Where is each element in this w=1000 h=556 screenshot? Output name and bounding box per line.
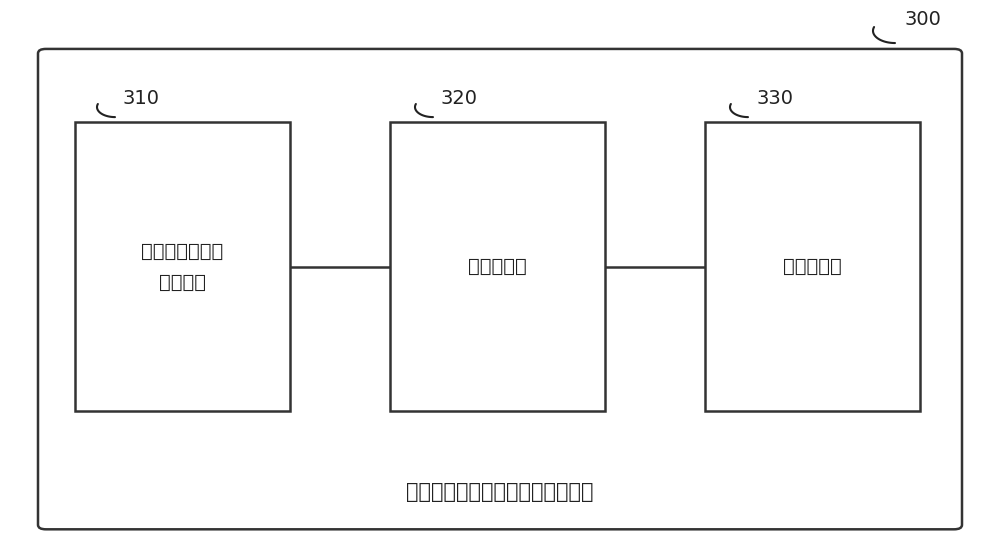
Text: 310: 310 <box>123 89 160 108</box>
Text: 接口转换器: 接口转换器 <box>468 257 527 276</box>
Bar <box>390 122 605 411</box>
Text: 300: 300 <box>905 10 942 29</box>
Text: 外辐射源雷达信号的采集处理设备: 外辐射源雷达信号的采集处理设备 <box>406 482 594 502</box>
Bar <box>705 122 920 411</box>
Text: 320: 320 <box>441 89 478 108</box>
FancyBboxPatch shape <box>38 49 962 529</box>
Bar <box>75 122 290 411</box>
Text: 多通道软件无线
电接收机: 多通道软件无线 电接收机 <box>141 242 224 292</box>
Text: 330: 330 <box>756 89 793 108</box>
Text: 移动工作站: 移动工作站 <box>783 257 842 276</box>
